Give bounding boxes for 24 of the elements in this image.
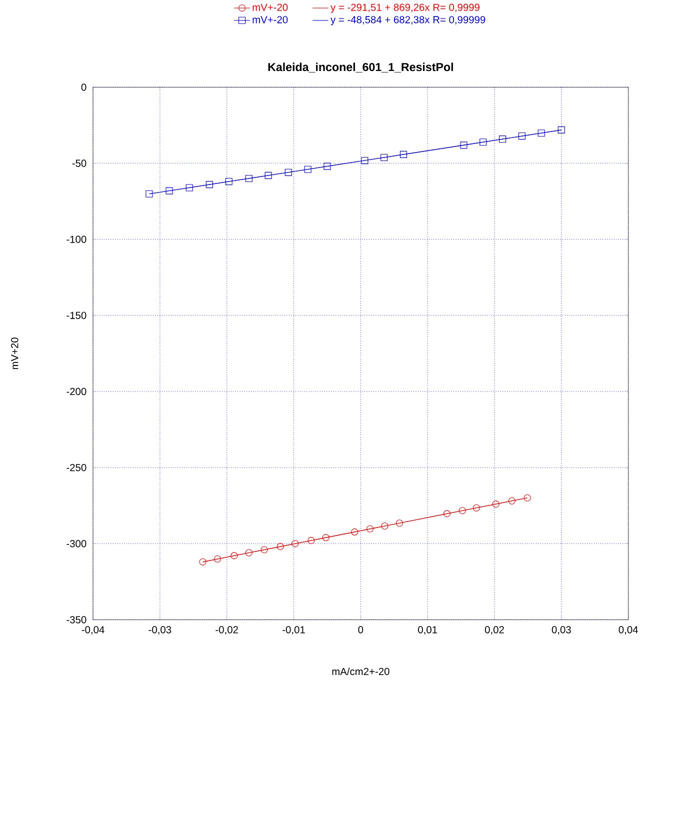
y-axis-title: mV+20 [11,338,18,370]
x-tick-label: 0,03 [552,626,572,635]
chart-title: Kaleida_inconel_601_1_ResistPol [268,62,454,72]
y-tick-label: 0 [82,84,86,91]
legend-label: y = -48,584 + 682,38x R= 0,99999 [330,16,486,26]
y-tick-label: -250 [66,464,86,472]
x-tick-label: -0,02 [216,626,238,635]
x-tick-label: 0,02 [485,626,504,635]
x-tick-label: -0,01 [282,626,306,635]
legend-label: y = -291,51 + 869,26x R= 0,9999 [330,4,480,13]
y-tick-label: -150 [66,312,86,320]
x-tick-label: 0,04 [619,626,638,635]
legend-label: mV+-20 [252,16,288,24]
y-tick-label: -100 [66,236,86,243]
y-tick-label: -300 [66,540,86,548]
x-tick-label: 0,01 [418,626,438,635]
y-tick-label: -200 [66,388,86,396]
y-tick-label: -50 [72,160,86,167]
x-tick-label: -0,04 [82,626,105,635]
x-tick-label: 0 [358,626,364,634]
x-axis-title: mA/cm2+-20 [332,668,390,676]
legend-label: mV+-20 [252,4,288,11]
x-tick-label: -0,03 [148,626,172,635]
y-tick-label: -350 [66,616,86,624]
